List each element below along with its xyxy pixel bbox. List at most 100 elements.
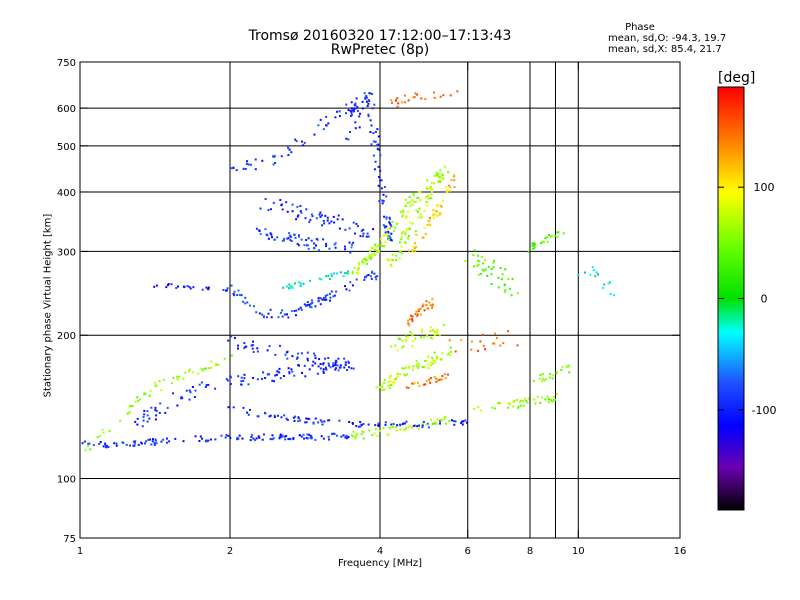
data-point: [344, 361, 347, 364]
data-point: [453, 186, 456, 189]
data-point: [356, 271, 359, 274]
data-point: [297, 364, 300, 367]
data-point: [269, 414, 272, 417]
data-point: [244, 302, 247, 305]
data-point: [372, 228, 375, 231]
data-point: [395, 259, 398, 262]
data-point: [369, 119, 372, 122]
data-point: [550, 399, 552, 402]
data-point: [374, 243, 377, 246]
data-point: [191, 386, 194, 388]
data-point: [429, 326, 432, 329]
data-point: [449, 189, 452, 192]
data-point: [172, 376, 175, 379]
data-point: [328, 247, 331, 250]
data-point: [510, 294, 513, 297]
data-point: [384, 421, 387, 424]
data-point: [372, 154, 375, 157]
data-point: [327, 435, 330, 438]
data-point: [473, 265, 475, 268]
y-tick-label: 75: [63, 534, 76, 545]
data-point: [432, 359, 435, 362]
data-point: [188, 368, 191, 371]
data-point: [383, 234, 386, 237]
data-point: [490, 283, 493, 286]
data-point: [326, 216, 329, 219]
data-point: [448, 352, 451, 355]
data-point: [399, 428, 402, 431]
data-point: [391, 101, 393, 104]
data-point: [319, 303, 322, 306]
data-point: [330, 220, 333, 223]
data-point: [178, 375, 180, 378]
data-point: [423, 336, 426, 339]
data-point: [254, 168, 257, 171]
data-point: [162, 378, 165, 381]
data-point: [361, 100, 364, 103]
data-point: [352, 270, 354, 273]
data-point: [319, 363, 322, 365]
data-point: [158, 380, 161, 383]
y-tick-label: 600: [57, 104, 76, 115]
data-point: [345, 137, 348, 140]
data-point: [105, 446, 108, 449]
data-point: [329, 299, 331, 302]
x-tick-label: 8: [527, 546, 533, 557]
data-point: [329, 278, 331, 280]
data-point: [136, 396, 139, 399]
data-point: [445, 186, 447, 189]
data-point: [155, 385, 158, 387]
data-point: [436, 357, 438, 360]
data-point: [376, 128, 379, 131]
data-point: [431, 190, 433, 193]
data-point: [412, 246, 415, 248]
data-point: [546, 395, 549, 398]
data-point: [317, 124, 320, 127]
data-point: [395, 377, 398, 380]
data-point: [387, 236, 390, 239]
data-point: [225, 434, 228, 437]
data-point: [425, 304, 428, 306]
data-point: [418, 384, 421, 387]
data-point: [229, 436, 232, 439]
data-point: [327, 362, 330, 365]
data-point: [399, 249, 402, 252]
data-point: [519, 399, 522, 402]
data-point: [322, 363, 325, 366]
data-point: [367, 274, 370, 276]
data-point: [395, 222, 398, 225]
data-point: [449, 346, 452, 349]
data-point: [304, 375, 307, 378]
data-point: [315, 244, 317, 247]
data-point: [416, 425, 418, 428]
data-point: [240, 376, 243, 379]
data-point: [391, 253, 394, 256]
data-point: [367, 423, 370, 426]
data-point: [551, 377, 554, 380]
data-point: [435, 214, 438, 217]
data-point: [288, 287, 290, 290]
data-point: [328, 222, 331, 225]
data-point: [299, 282, 302, 285]
colorbar-unit-label: [deg]: [718, 70, 756, 86]
data-point: [338, 419, 341, 422]
data-point: [325, 245, 328, 248]
data-point: [365, 262, 368, 265]
data-point: [166, 406, 169, 409]
data-point: [499, 344, 502, 347]
data-point: [396, 373, 399, 376]
data-point: [306, 304, 309, 307]
data-point: [389, 239, 392, 241]
data-point: [308, 433, 311, 436]
data-point: [317, 297, 320, 300]
grid-lines: [80, 62, 680, 538]
data-point: [515, 398, 518, 401]
data-point: [328, 419, 331, 422]
data-point: [313, 352, 315, 355]
data-point: [247, 163, 250, 166]
data-point: [262, 371, 265, 374]
data-point: [338, 227, 341, 230]
data-point: [401, 367, 404, 370]
data-point: [318, 358, 321, 361]
data-point: [306, 351, 309, 354]
